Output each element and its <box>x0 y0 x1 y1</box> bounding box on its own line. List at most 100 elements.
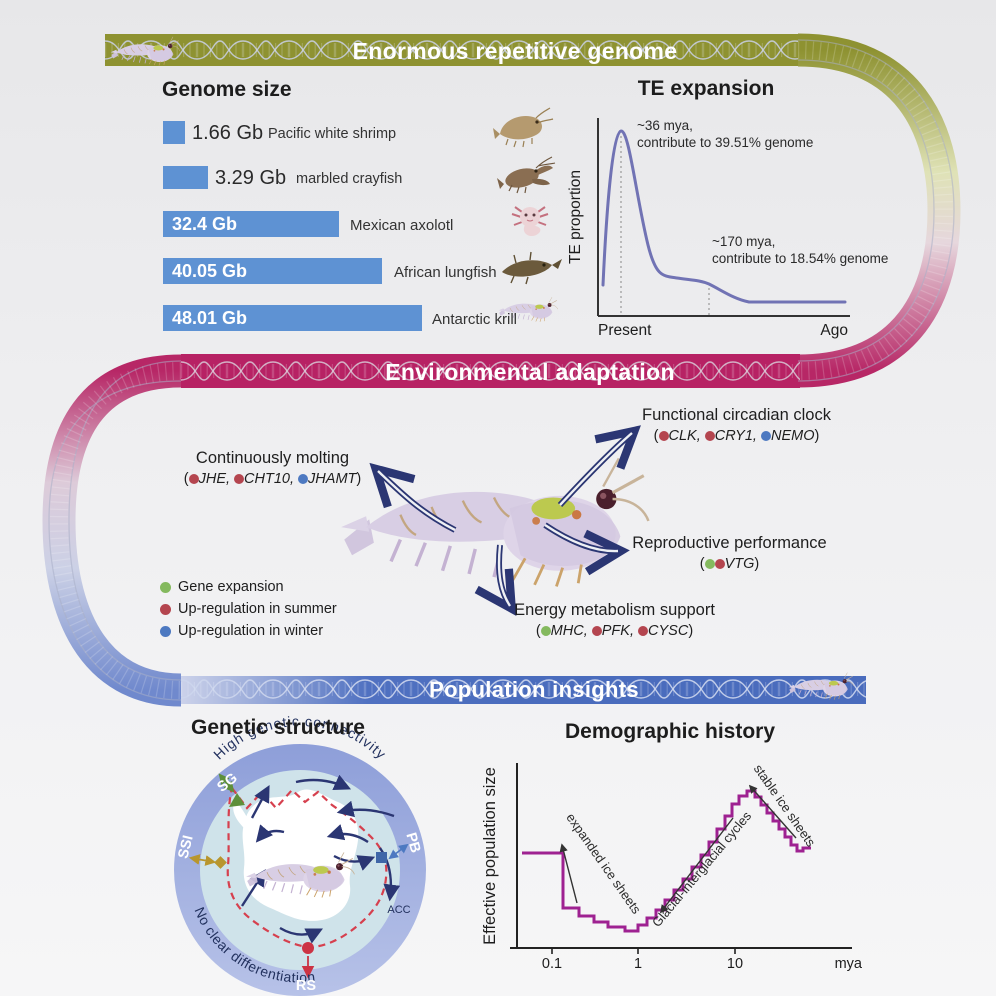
acc-current-arrow <box>379 847 401 902</box>
site-label-rs: RS <box>296 978 316 994</box>
te-expansion-title: TE expansion <box>637 77 775 100</box>
te-curve <box>601 129 847 304</box>
demographic-history-plot: Effective population size 0.1 1 10 mya e… <box>481 761 863 972</box>
glacial-cycles-arrow <box>659 817 734 914</box>
te-x-left-label: Present <box>598 322 652 339</box>
sg-marker-triangle <box>229 793 245 807</box>
adaptation-label-title: Functional circadian clock <box>642 406 831 424</box>
adaptation-gene-list: (MHC, PFK, CYSC) <box>535 623 694 639</box>
genome-bar: 48.01 Gb <box>163 305 422 331</box>
rs-marker-circle <box>302 942 314 954</box>
adaptation-label-energy: Energy metabolism support (MHC, PFK, CYS… <box>492 601 737 639</box>
te-axes <box>597 118 850 317</box>
dna-helix-pattern <box>105 38 798 62</box>
legend-dot-blue <box>160 625 171 637</box>
gene-dot-red <box>658 431 669 441</box>
expanded-ice-arrow <box>559 843 578 904</box>
annotation-glacial-cycles: Glacial-interglacial cycles <box>649 808 755 930</box>
te-annotation-old-line2: contribute to 18.54% genome <box>712 251 888 266</box>
adaptation-legend: Gene expansion Up-regulation in summer U… <box>160 576 337 642</box>
demo-x-unit: mya <box>835 956 863 972</box>
te-annotation-recent-line1: ~36 mya, <box>637 118 693 133</box>
genome-size-title: Genome size <box>162 78 292 101</box>
gene-dot-red <box>234 474 245 484</box>
dna-ribbon <box>42 33 961 707</box>
gene-dot-blue <box>760 431 771 441</box>
circulation-arrows <box>240 774 401 944</box>
genome-value: 40.05 Gb <box>172 261 248 281</box>
te-annotation-recent-line2: contribute to 39.51% genome <box>637 135 813 150</box>
genetic-structure-diagram: High genetic connectivity No clear diffe… <box>174 713 426 996</box>
te-y-axis-label: TE proportion <box>567 170 584 264</box>
gene-dot-red <box>591 626 602 636</box>
banner-adaptation-title: Environmental adaptation <box>385 359 675 385</box>
gene-dot-red <box>704 431 715 441</box>
te-dotted-guides <box>620 136 710 316</box>
genetic-structure-title: Genetic structure <box>191 716 365 739</box>
adaptation-gene-list: (VTG) <box>699 556 760 572</box>
genome-value: 48.01 Gb <box>172 308 248 328</box>
adaptation-label-title: Reproductive performance <box>632 534 827 552</box>
demo-axis-ticks <box>551 948 736 954</box>
demo-tick-10: 10 <box>727 956 743 972</box>
legend-dot-green <box>160 581 171 593</box>
pacific-white-shrimp-image <box>493 107 554 148</box>
sg-connector <box>218 773 235 793</box>
genome-value: 32.4 Gb <box>172 214 238 234</box>
adaptation-label-reproductive: Reproductive performance (VTG) <box>607 534 852 572</box>
pb-connector <box>388 843 409 860</box>
gene-dot-red <box>714 559 725 569</box>
banner-genome-title: Enormous repetitive genome <box>352 38 678 64</box>
demo-axes <box>510 763 852 949</box>
te-annotation-old-line1: ~170 mya, <box>712 234 775 249</box>
adaptation-figure <box>339 425 651 616</box>
site-label-ssi: SSI <box>176 834 197 861</box>
adaptation-gene-list: (JHE, CHT10, JHAMT) <box>183 471 362 487</box>
demographic-history-title: Demographic history <box>564 720 776 743</box>
adaptation-label-title: Energy metabolism support <box>514 601 715 619</box>
gene-dot-red <box>188 474 199 484</box>
dna-helix-pattern <box>49 41 954 699</box>
genome-bar: 32.4 Gb <box>163 211 339 237</box>
population-size-step-curve <box>522 789 811 933</box>
pb-marker-square <box>376 852 387 863</box>
site-label-pb: PB <box>402 831 423 855</box>
gene-dot-blue <box>298 474 309 484</box>
ribbon-right-curve <box>797 33 961 388</box>
adaptation-arrows <box>369 425 641 616</box>
legend-item-up-winter: Up-regulation in winter <box>160 620 337 642</box>
species-name: African lungfish <box>394 264 497 281</box>
dna-helix-pattern <box>181 677 866 701</box>
legend-item-gene-expansion: Gene expansion <box>160 576 337 598</box>
genome-bar <box>163 166 208 189</box>
legend-dot-red <box>160 603 171 615</box>
te-expansion-plot: TE proportion Present Ago ~36 mya, contr… <box>567 118 888 339</box>
ssi-connector <box>188 854 217 866</box>
genome-value: 1.66 Gb <box>192 122 264 144</box>
adaptation-label-circadian: Functional circadian clock (CLK, CRY1, N… <box>614 406 859 444</box>
te-x-right-label: Ago <box>820 322 848 339</box>
genome-bar <box>163 121 185 144</box>
population-boundary-dashed <box>226 785 388 948</box>
species-name: Antarctic krill <box>432 311 518 328</box>
adaptation-gene-list: (CLK, CRY1, NEMO) <box>653 428 820 444</box>
species-name: Pacific white shrimp <box>268 126 397 142</box>
marbled-crayfish-image <box>497 156 556 194</box>
annotation-expanded-ice: expanded ice sheets <box>563 810 644 917</box>
acc-label: ACC <box>387 904 410 916</box>
african-lungfish-image <box>502 251 562 285</box>
genome-bar: 40.05 Gb <box>163 258 382 284</box>
gene-dot-green <box>704 559 715 569</box>
demo-y-axis-label: Effective population size <box>481 767 499 945</box>
species-name: marbled crayfish <box>296 171 403 187</box>
legend-item-up-summer: Up-regulation in summer <box>160 598 337 620</box>
genome-value: 3.29 Gb <box>215 167 287 189</box>
banner-population-title: Population insights <box>429 677 639 702</box>
species-name: Mexican axolotl <box>350 217 454 234</box>
dna-helix-pattern <box>48 39 955 701</box>
mexican-axolotl-image <box>511 206 549 237</box>
species-images <box>493 107 562 323</box>
adaptation-label-molting: Continuously molting (JHE, CHT10, JHAMT) <box>150 449 395 487</box>
